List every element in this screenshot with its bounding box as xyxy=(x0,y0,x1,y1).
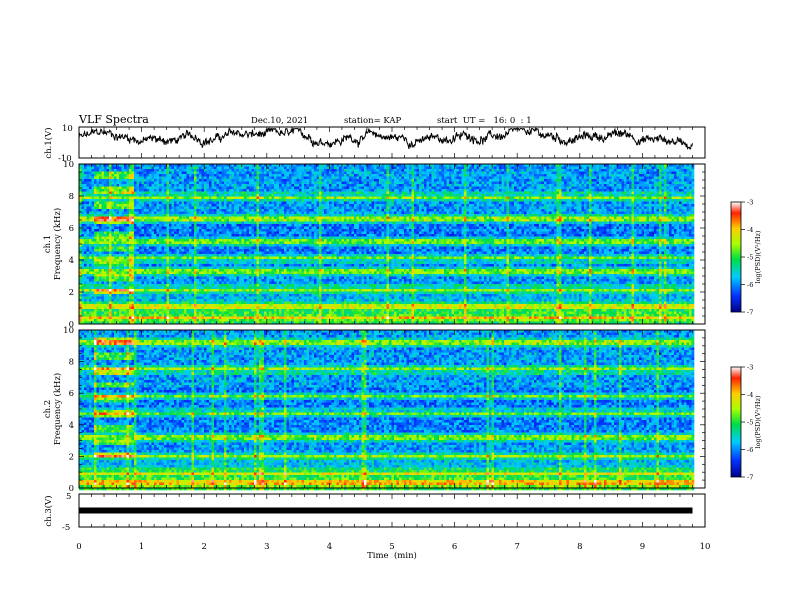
colorbar-ch1-tick--5: -5 xyxy=(747,254,753,262)
x-tick-10: 10 xyxy=(700,542,711,552)
colorbar-ch2: -3 -4 -5 -6 -7 log(PSD)(V²/Hz) xyxy=(731,364,762,482)
colorbar-ch2-tick--6: -6 xyxy=(747,446,753,454)
ch1-panel: 10 -10 ch.1(V) xyxy=(43,124,705,164)
spec1-ytick-6: 6 xyxy=(69,224,74,234)
colorbar-ch1-label: log(PSD)(V²/Hz) xyxy=(754,230,762,283)
spec2-ytick-8: 8 xyxy=(69,358,74,368)
header-station: station= KAP xyxy=(344,116,402,126)
vlf-figure: VLF Spectra Dec.10, 2021 station= KAP st… xyxy=(0,0,792,612)
colorbar-ch2-label: log(PSD)(V²/Hz) xyxy=(754,395,762,448)
colorbar-ch2-tick--7: -7 xyxy=(747,474,753,482)
x-tick-2: 2 xyxy=(201,542,206,552)
spec1-ytick-2: 2 xyxy=(69,288,74,298)
ch3-panel: 5 -5 ch.3(V) xyxy=(43,492,705,533)
colorbar-ch1-tick--7: -7 xyxy=(747,309,753,317)
ch1-spectrogram-image xyxy=(79,164,694,324)
spec1-ytick-4: 4 xyxy=(69,256,74,266)
header-date: Dec.10, 2021 xyxy=(251,116,308,126)
spec2-ytick-2: 2 xyxy=(69,452,74,462)
x-tick-8: 8 xyxy=(577,542,582,552)
spec2-ytick-10: 10 xyxy=(63,326,74,336)
spec2-ylabel-frequency: Frequency (kHz) xyxy=(52,373,63,445)
colorbar-ch1-tick--6: -6 xyxy=(747,281,753,289)
x-tick-0: 0 xyxy=(76,542,81,552)
colorbar-ch2-tick--5: -5 xyxy=(747,419,753,427)
x-tick-7: 7 xyxy=(514,542,519,552)
ch3-ytick-top: 5 xyxy=(66,492,71,502)
ch3-trace-line xyxy=(79,508,692,514)
spec1-ytick-10: 10 xyxy=(63,160,74,170)
ch1-ylabel: ch.1(V) xyxy=(43,127,54,158)
ch2-spectrogram-image xyxy=(79,330,694,490)
x-tick-4: 4 xyxy=(327,542,332,552)
ch1-ytick-top: 10 xyxy=(62,124,73,134)
colorbar-ch2-tick--3: -3 xyxy=(747,364,753,372)
spec1-ylabel-frequency: Frequency (kHz) xyxy=(52,208,63,280)
x-tick-1: 1 xyxy=(139,542,144,552)
colorbar-ch1: -3 -4 -5 -6 -7 log(PSD)(V²/Hz) xyxy=(731,199,762,317)
spec2-ytick-6: 6 xyxy=(69,389,74,399)
header-start-ut: start UT = 16: 0 : 1 xyxy=(437,116,532,126)
ch3-ytick-bottom: -5 xyxy=(62,523,70,533)
x-axis-label: Time (min) xyxy=(367,550,417,561)
x-tick-3: 3 xyxy=(264,542,269,552)
colorbar-ch1-tick--3: -3 xyxy=(747,199,753,207)
x-tick-6: 6 xyxy=(452,542,457,552)
colorbar-ch2-tick--4: -4 xyxy=(747,391,753,399)
x-tick-9: 9 xyxy=(640,542,645,552)
spec2-ytick-4: 4 xyxy=(69,421,74,431)
colorbar-ch1-tick--4: -4 xyxy=(747,226,753,234)
spec1-ylabel-channel: ch.1 xyxy=(43,235,53,253)
spec1-ytick-8: 8 xyxy=(69,192,74,202)
spec2-ylabel-channel: ch.2 xyxy=(43,400,53,418)
ch3-ylabel: ch.3(V) xyxy=(43,495,54,526)
figure-title: VLF Spectra xyxy=(78,113,149,126)
